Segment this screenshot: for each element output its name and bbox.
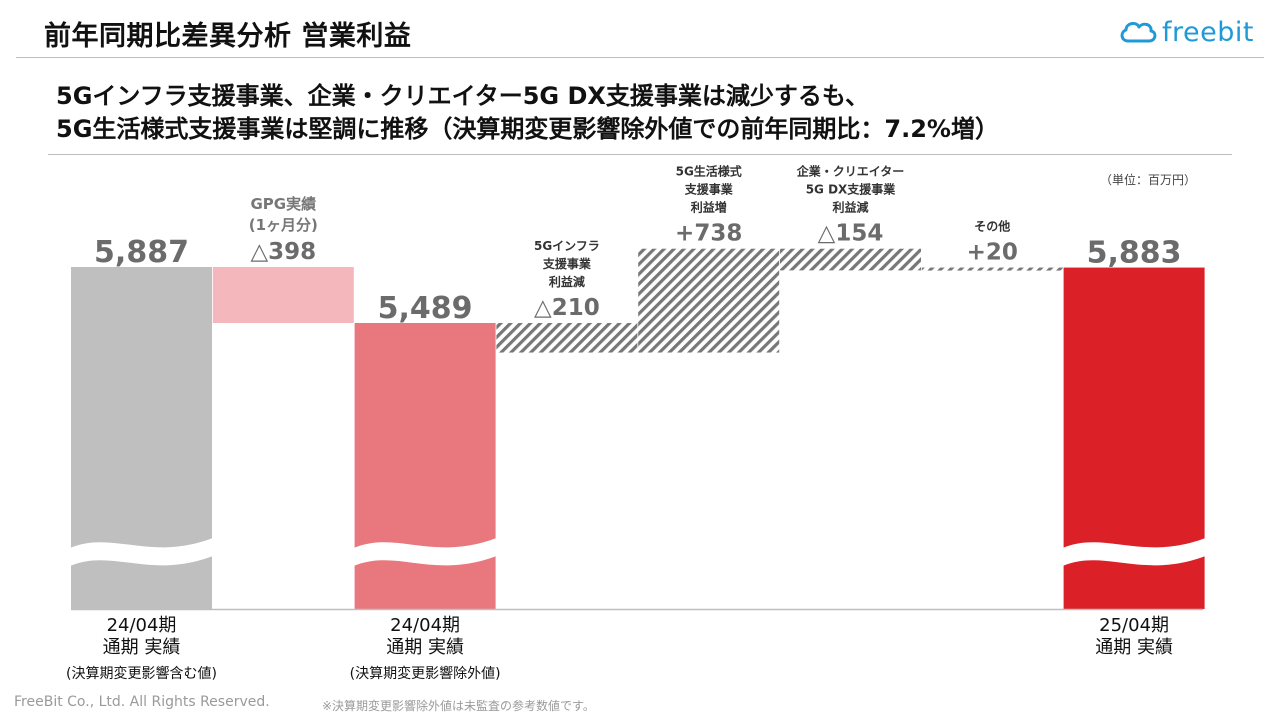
bar-label-6-line-2: 5G DX支援事業 <box>806 182 897 197</box>
title-divider <box>16 57 1264 58</box>
axis-break-3 <box>353 538 497 566</box>
category-note-1: (決算期変更影響含む値) <box>66 665 217 682</box>
bar-label-6-line-3: 利益減 <box>832 200 868 215</box>
bar-5 <box>638 248 780 353</box>
bar-label-5-line-1: 5G生活様式 <box>676 164 742 179</box>
subtitle: 5Gインフラ支援事業、企業・クリエイター5G DX支援事業は減少するも、 5G生… <box>56 80 999 146</box>
bar-4 <box>496 323 638 353</box>
bar-label-2-line-2: (1ヶ月分) <box>249 216 318 234</box>
axis-break-1 <box>70 538 213 566</box>
logo-wordmark: freebit <box>1162 16 1254 48</box>
bar-label-4-line-1: 5Gインフラ <box>534 239 600 253</box>
category-label-1-line-1: 24/04期 <box>107 615 177 636</box>
category-note-3: (決算期変更影響除外値) <box>350 665 501 682</box>
subtitle-line-2: 5G生活様式支援事業は堅調に推移（決算期変更影響除外値での前年同期比：7.2%増… <box>56 115 999 143</box>
value-label-5: +738 <box>675 221 742 247</box>
axis-break-8 <box>1062 538 1206 566</box>
bar-6 <box>780 248 921 271</box>
cloud-logo-icon <box>1120 21 1157 43</box>
value-label-6: △154 <box>818 221 884 247</box>
category-label-8-line-1: 25/04期 <box>1099 615 1169 636</box>
bar-7 <box>921 267 1063 271</box>
value-label-7: +20 <box>967 240 1018 266</box>
subtitle-line-1: 5Gインフラ支援事業、企業・クリエイター5G DX支援事業は減少するも、 <box>56 82 870 110</box>
unit-label: （単位：百万円） <box>1100 173 1197 187</box>
value-label-4: △210 <box>534 295 600 321</box>
category-label-8-line-2: 通期 実績 <box>1095 637 1173 658</box>
page-title: 前年同期比差異分析 営業利益 <box>44 21 412 52</box>
bar-2 <box>212 267 354 323</box>
bar-label-6-line-1: 企業・クリエイター <box>796 164 905 179</box>
bar-label-4-line-3: 利益減 <box>549 274 585 289</box>
category-label-3-line-1: 24/04期 <box>390 615 460 636</box>
bar-label-5-line-2: 支援事業 <box>684 182 734 197</box>
bar-label-2-line-1: GPG実績 <box>250 195 316 213</box>
bar-3 <box>354 323 496 609</box>
bar-label-5-line-3: 利益増 <box>691 200 727 215</box>
category-label-1-line-2: 通期 実績 <box>103 637 181 658</box>
subtitle-divider <box>48 154 1232 155</box>
category-label-3-line-2: 通期 実績 <box>386 637 464 658</box>
bar-label-4-line-2: 支援事業 <box>542 256 592 271</box>
freebit-logo: freebit <box>1118 15 1254 49</box>
footer-note: ※決算期変更影響除外値は未監査の参考数値です。 <box>322 699 595 713</box>
value-label-2: △398 <box>250 239 316 265</box>
value-label-3: 5,489 <box>378 291 473 326</box>
bar-label-7-line-1: その他 <box>974 219 1010 234</box>
footer-copyright: FreeBit Co., Ltd. All Rights Reserved. <box>14 694 270 710</box>
value-label-8: 5,883 <box>1087 236 1182 271</box>
value-label-1: 5,887 <box>94 235 189 270</box>
